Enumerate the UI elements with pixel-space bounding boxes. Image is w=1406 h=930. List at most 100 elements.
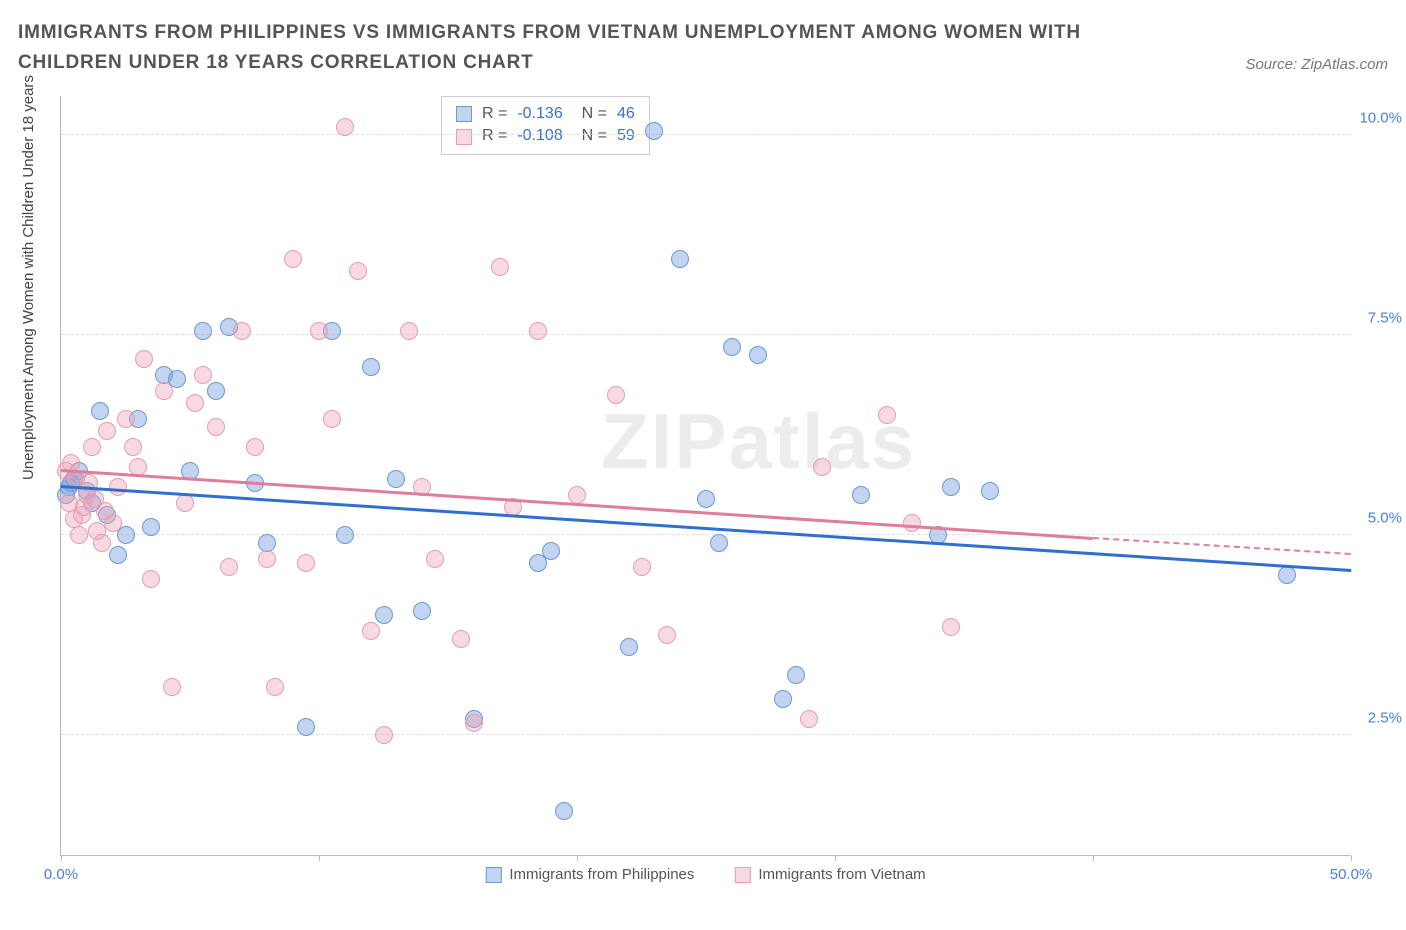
x-tick <box>1093 855 1094 861</box>
scatter-point <box>155 382 173 400</box>
scatter-point <box>529 322 547 340</box>
legend-item: Immigrants from Vietnam <box>734 866 925 883</box>
y-tick-label: 5.0% <box>1368 510 1402 527</box>
legend-label: Immigrants from Vietnam <box>758 866 925 883</box>
gridline <box>61 534 1350 535</box>
scatter-point <box>258 550 276 568</box>
stats-row: R =-0.108 N =59 <box>456 125 635 147</box>
scatter-point <box>633 558 651 576</box>
stats-r-label: R = <box>482 103 507 125</box>
scatter-point <box>697 490 715 508</box>
stats-row: R = -0.136 N = 46 <box>456 103 635 125</box>
scatter-point <box>220 558 238 576</box>
scatter-point <box>70 526 88 544</box>
stats-n-label: N = <box>573 103 607 125</box>
scatter-point <box>465 714 483 732</box>
x-tick <box>835 855 836 861</box>
blue-swatch-icon <box>485 867 501 883</box>
page-title: IMMIGRANTS FROM PHILIPPINES VS IMMIGRANT… <box>18 18 1118 79</box>
gridline <box>61 734 1350 735</box>
y-tick-label: 10.0% <box>1359 110 1402 127</box>
scatter-point <box>362 358 380 376</box>
scatter-point <box>1278 566 1296 584</box>
scatter-point <box>297 718 315 736</box>
scatter-point <box>83 438 101 456</box>
scatter-point <box>787 666 805 684</box>
scatter-point <box>117 410 135 428</box>
scatter-point <box>233 322 251 340</box>
trend-line <box>1093 537 1351 555</box>
scatter-point <box>375 606 393 624</box>
scatter-point <box>163 678 181 696</box>
scatter-point <box>375 726 393 744</box>
scatter-point <box>336 526 354 544</box>
scatter-point <box>186 394 204 412</box>
scatter-point <box>620 638 638 656</box>
scatter-point <box>142 570 160 588</box>
correlation-chart: ZIPatlas R =-0.136 N =46R =-0.108 N =59 … <box>60 96 1350 856</box>
scatter-point <box>568 486 586 504</box>
scatter-point <box>349 262 367 280</box>
stats-r-value: -0.136 <box>517 103 562 125</box>
scatter-point <box>426 550 444 568</box>
scatter-point <box>207 382 225 400</box>
x-tick <box>61 855 62 861</box>
scatter-point <box>297 554 315 572</box>
scatter-point <box>284 250 302 268</box>
series-legend: Immigrants from Philippines Immigrants fr… <box>485 866 925 883</box>
scatter-point <box>91 402 109 420</box>
scatter-point <box>903 514 921 532</box>
blue-swatch-icon <box>456 106 472 122</box>
stats-n-label: N = <box>573 125 607 147</box>
scatter-point <box>207 418 225 436</box>
scatter-point <box>813 458 831 476</box>
x-tick <box>577 855 578 861</box>
scatter-point <box>723 338 741 356</box>
scatter-point <box>878 406 896 424</box>
scatter-point <box>400 322 418 340</box>
scatter-point <box>135 350 153 368</box>
scatter-point <box>323 410 341 428</box>
scatter-point <box>645 122 663 140</box>
stats-r-value: -0.108 <box>517 125 562 147</box>
gridline <box>61 134 1350 135</box>
scatter-point <box>109 546 127 564</box>
scatter-point <box>942 478 960 496</box>
stats-n-value: 46 <box>617 103 635 125</box>
trend-line <box>61 469 1093 539</box>
watermark: ZIPatlas <box>601 396 916 487</box>
legend-label: Immigrants from Philippines <box>509 866 694 883</box>
scatter-point <box>266 678 284 696</box>
scatter-point <box>176 494 194 512</box>
scatter-point <box>387 470 405 488</box>
scatter-point <box>310 322 328 340</box>
x-tick-label: 0.0% <box>44 866 78 883</box>
stats-legend: R = -0.136 N = 46R = -0.108 N = 59 <box>441 96 650 155</box>
scatter-point <box>981 482 999 500</box>
y-tick-label: 7.5% <box>1368 310 1402 327</box>
scatter-point <box>194 322 212 340</box>
scatter-point <box>749 346 767 364</box>
scatter-point <box>800 710 818 728</box>
x-tick <box>1351 855 1352 861</box>
scatter-point <box>607 386 625 404</box>
pink-swatch-icon <box>456 129 472 145</box>
scatter-point <box>362 622 380 640</box>
scatter-point <box>142 518 160 536</box>
scatter-point <box>93 534 111 552</box>
scatter-point <box>194 366 212 384</box>
pink-swatch-icon <box>734 867 750 883</box>
y-axis-label: Unemployment Among Women with Children U… <box>20 75 37 480</box>
scatter-point <box>671 250 689 268</box>
scatter-point <box>96 502 114 520</box>
x-tick <box>319 855 320 861</box>
stats-n-value: 59 <box>617 125 635 147</box>
scatter-point <box>658 626 676 644</box>
scatter-point <box>852 486 870 504</box>
scatter-point <box>413 602 431 620</box>
y-tick-label: 2.5% <box>1368 710 1402 727</box>
scatter-point <box>555 802 573 820</box>
legend-item: Immigrants from Philippines <box>485 866 694 883</box>
scatter-point <box>452 630 470 648</box>
source-label: Source: ZipAtlas.com <box>1245 56 1388 73</box>
